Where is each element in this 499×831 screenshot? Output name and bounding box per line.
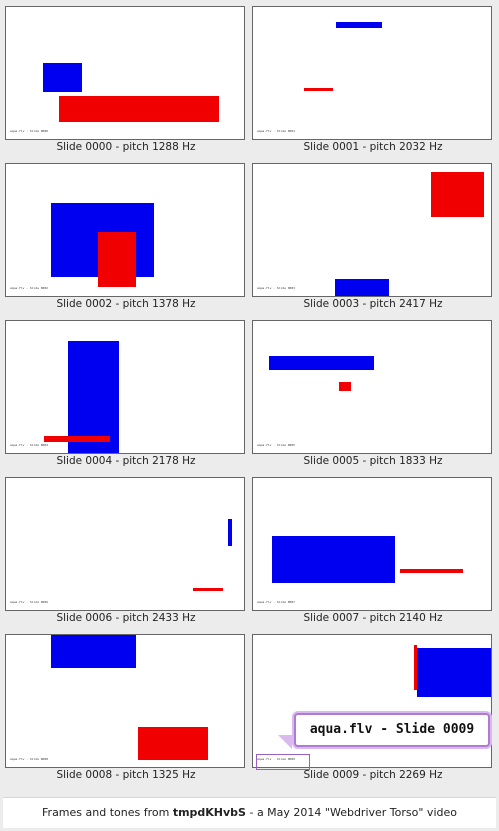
red-rectangle bbox=[414, 645, 417, 690]
slide-caption: Slide 0006 - pitch 2433 Hz bbox=[56, 612, 196, 624]
slide-caption: Slide 0004 - pitch 2178 Hz bbox=[56, 455, 196, 467]
blue-rectangle bbox=[269, 356, 374, 370]
slide-caption: Slide 0002 - pitch 1378 Hz bbox=[56, 298, 196, 310]
slide-label: aqua.flv - Slide 0009 bbox=[257, 757, 295, 761]
slide-caption: Slide 0003 - pitch 2417 Hz bbox=[303, 298, 443, 310]
slide-frame[interactable]: aqua.flv - Slide 0001 bbox=[252, 6, 492, 140]
red-rectangle bbox=[400, 569, 463, 573]
video-id: tmpdKHvbS bbox=[172, 806, 246, 819]
blue-rectangle bbox=[68, 341, 119, 453]
slide-cell: aqua.flv - Slide 0005 Slide 0005 - pitch… bbox=[247, 314, 493, 470]
slide-frame[interactable]: aqua.flv - Slide 0002 bbox=[5, 163, 245, 297]
slide-frame[interactable]: aqua.flv - Slide 0006 bbox=[5, 477, 245, 611]
blue-rectangle bbox=[43, 63, 82, 92]
slide-frame[interactable]: aqua.flv - Slide 0000 bbox=[5, 6, 245, 140]
footer-caption: Frames and tones from tmpdKHvbS - a May … bbox=[3, 797, 496, 828]
footer-suffix: - a May 2014 "Webdriver Torso" video bbox=[245, 806, 457, 819]
slide-cell: aqua.flv - Slide 0006 Slide 0006 - pitch… bbox=[0, 471, 246, 627]
slide-caption: Slide 0001 - pitch 2032 Hz bbox=[303, 141, 443, 153]
slide-label: aqua.flv - Slide 0006 bbox=[10, 600, 48, 604]
slide-label: aqua.flv - Slide 0004 bbox=[10, 443, 48, 447]
slide-frame[interactable]: aqua.flv - Slide 0003 bbox=[252, 163, 492, 297]
slide-caption: Slide 0007 - pitch 2140 Hz bbox=[303, 612, 443, 624]
slide-label: aqua.flv - Slide 0008 bbox=[10, 757, 48, 761]
blue-rectangle bbox=[228, 519, 232, 546]
slide-label: aqua.flv - Slide 0007 bbox=[257, 600, 295, 604]
slide-cell: aqua.flv - Slide 0000 Slide 0000 - pitch… bbox=[0, 0, 246, 156]
slide-label: aqua.flv - Slide 0002 bbox=[10, 286, 48, 290]
blue-rectangle bbox=[51, 635, 136, 668]
slide-label: aqua.flv - Slide 0005 bbox=[257, 443, 295, 447]
red-rectangle bbox=[193, 588, 223, 591]
footer-prefix: Frames and tones from bbox=[42, 806, 173, 819]
blue-rectangle bbox=[336, 22, 382, 28]
red-rectangle bbox=[98, 232, 136, 287]
slide-caption: Slide 0000 - pitch 1288 Hz bbox=[56, 141, 196, 153]
slide-cell: aqua.flv - Slide 0002 Slide 0002 - pitch… bbox=[0, 157, 246, 313]
slide-cell: aqua.flv - Slide 0008 Slide 0008 - pitch… bbox=[0, 628, 246, 784]
slide-cell: aqua.flv - Slide 0003 Slide 0003 - pitch… bbox=[247, 157, 493, 313]
slide-caption: Slide 0008 - pitch 1325 Hz bbox=[56, 769, 196, 781]
callout-pointer bbox=[278, 735, 292, 749]
slide-frame[interactable]: aqua.flv - Slide 0008 bbox=[5, 634, 245, 768]
slide-cell: aqua.flv - Slide 0004 Slide 0004 - pitch… bbox=[0, 314, 246, 470]
slide-frame[interactable]: aqua.flv - Slide 0005 bbox=[252, 320, 492, 454]
blue-rectangle bbox=[417, 648, 491, 697]
red-rectangle bbox=[59, 96, 219, 122]
slide-label: aqua.flv - Slide 0001 bbox=[257, 129, 295, 133]
blue-rectangle bbox=[335, 279, 389, 296]
red-rectangle bbox=[339, 382, 351, 391]
slide-cell: aqua.flv - Slide 0001 Slide 0001 - pitch… bbox=[247, 0, 493, 156]
slide-label: aqua.flv - Slide 0000 bbox=[10, 129, 48, 133]
slide-cell: aqua.flv - Slide 0007 Slide 0007 - pitch… bbox=[247, 471, 493, 627]
blue-rectangle bbox=[272, 536, 395, 583]
zoomed-label-callout: aqua.flv - Slide 0009 bbox=[294, 713, 490, 747]
slide-frame[interactable]: aqua.flv - Slide 0007 bbox=[252, 477, 492, 611]
label-highlight-box bbox=[256, 754, 310, 770]
slide-frame[interactable]: aqua.flv - Slide 0004 bbox=[5, 320, 245, 454]
red-rectangle bbox=[138, 727, 208, 760]
red-rectangle bbox=[431, 172, 484, 217]
slide-caption: Slide 0009 - pitch 2269 Hz bbox=[303, 769, 443, 781]
slide-caption: Slide 0005 - pitch 1833 Hz bbox=[303, 455, 443, 467]
red-rectangle bbox=[304, 88, 333, 91]
red-rectangle bbox=[44, 436, 110, 442]
slide-label: aqua.flv - Slide 0003 bbox=[257, 286, 295, 290]
